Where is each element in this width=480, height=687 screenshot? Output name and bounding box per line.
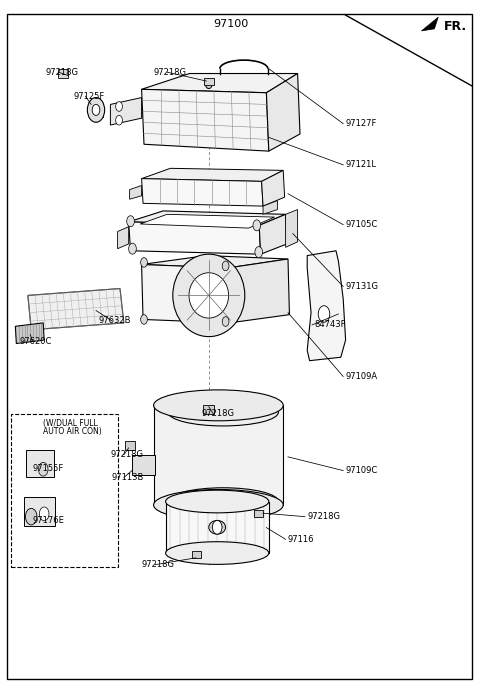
Bar	[203, 405, 214, 414]
Ellipse shape	[189, 273, 228, 318]
Text: 97131G: 97131G	[346, 282, 379, 291]
Polygon shape	[142, 168, 283, 181]
Polygon shape	[129, 211, 286, 225]
Text: 97218G: 97218G	[142, 560, 175, 570]
Polygon shape	[228, 259, 289, 323]
Circle shape	[129, 243, 136, 254]
Text: 97127F: 97127F	[346, 119, 377, 128]
Bar	[166, 502, 269, 553]
Bar	[154, 405, 283, 505]
Circle shape	[116, 102, 122, 111]
Text: 97176E: 97176E	[32, 515, 64, 525]
Bar	[58, 69, 68, 78]
Circle shape	[222, 317, 229, 326]
Circle shape	[141, 315, 147, 324]
Polygon shape	[142, 256, 288, 268]
Text: 97218G: 97218G	[46, 67, 79, 77]
Polygon shape	[28, 289, 124, 330]
Ellipse shape	[154, 390, 283, 420]
Polygon shape	[266, 74, 300, 151]
Text: 97125F: 97125F	[73, 91, 105, 101]
Text: 97218G: 97218G	[307, 512, 340, 521]
Bar	[204, 78, 214, 85]
Bar	[89, 106, 103, 117]
Text: 97632B: 97632B	[99, 316, 132, 326]
Circle shape	[222, 261, 229, 271]
Ellipse shape	[168, 488, 278, 515]
Polygon shape	[118, 227, 129, 249]
Polygon shape	[262, 170, 285, 206]
Polygon shape	[263, 201, 277, 214]
Text: 97620C: 97620C	[20, 337, 52, 346]
Polygon shape	[142, 264, 229, 323]
Polygon shape	[286, 210, 298, 247]
Text: 97105C: 97105C	[346, 220, 378, 229]
Text: 97218G: 97218G	[111, 450, 144, 460]
Text: 84743F: 84743F	[314, 320, 346, 330]
Ellipse shape	[166, 541, 269, 565]
Bar	[132, 455, 155, 475]
Text: FR.: FR.	[444, 20, 467, 32]
Circle shape	[92, 104, 100, 115]
Text: 97121L: 97121L	[346, 160, 377, 170]
Circle shape	[205, 79, 212, 89]
Bar	[192, 551, 201, 558]
Circle shape	[127, 216, 134, 227]
Circle shape	[38, 462, 48, 476]
Bar	[11, 414, 118, 567]
Circle shape	[141, 258, 147, 267]
Ellipse shape	[166, 491, 269, 513]
Circle shape	[212, 521, 222, 534]
Ellipse shape	[209, 521, 226, 534]
Text: 97113B: 97113B	[111, 473, 144, 482]
Polygon shape	[142, 89, 269, 151]
Text: (W/DUAL FULL: (W/DUAL FULL	[43, 419, 98, 429]
Polygon shape	[421, 17, 438, 31]
Bar	[24, 497, 55, 526]
Bar	[168, 412, 278, 502]
Bar	[125, 441, 135, 450]
Polygon shape	[142, 179, 263, 206]
Circle shape	[318, 306, 330, 322]
Circle shape	[39, 507, 49, 521]
Text: 97109C: 97109C	[346, 466, 378, 475]
Text: AUTO AIR CON): AUTO AIR CON)	[43, 427, 102, 436]
Circle shape	[25, 508, 37, 525]
Text: 97218G: 97218G	[154, 67, 187, 77]
Ellipse shape	[154, 489, 283, 521]
Text: 97100: 97100	[213, 19, 248, 29]
Polygon shape	[110, 98, 142, 125]
Polygon shape	[130, 185, 142, 199]
Ellipse shape	[168, 398, 278, 426]
Text: 97155F: 97155F	[32, 464, 64, 473]
Polygon shape	[259, 214, 287, 254]
Circle shape	[253, 220, 261, 231]
Text: 97218G: 97218G	[202, 409, 235, 418]
Polygon shape	[15, 323, 44, 344]
Text: 97109A: 97109A	[346, 372, 378, 381]
Ellipse shape	[173, 254, 245, 337]
Circle shape	[87, 98, 105, 122]
Polygon shape	[142, 74, 298, 93]
Text: 97116: 97116	[288, 534, 314, 544]
Polygon shape	[307, 251, 346, 361]
Polygon shape	[129, 222, 261, 254]
Bar	[26, 450, 54, 477]
Circle shape	[116, 115, 122, 125]
Circle shape	[255, 247, 263, 258]
Bar	[254, 510, 263, 517]
Polygon shape	[140, 214, 275, 228]
